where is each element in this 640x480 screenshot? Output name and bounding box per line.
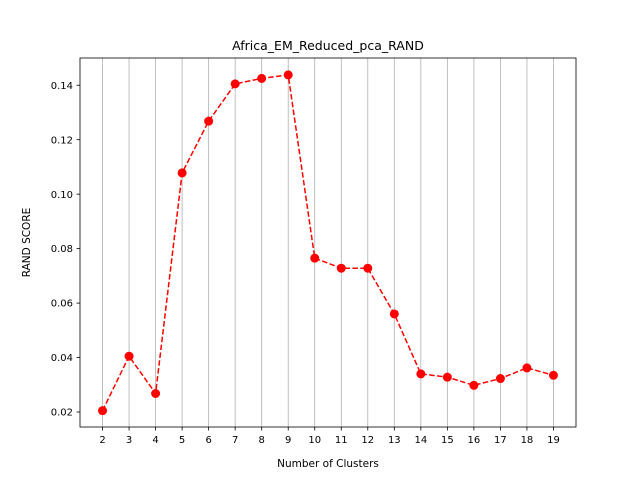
x-tick-label: 19: [547, 435, 560, 446]
data-point: [416, 369, 426, 379]
chart-title: Africa_EM_Reduced_pca_RAND: [232, 38, 424, 53]
data-point: [389, 309, 399, 319]
x-tick-label: 11: [335, 435, 348, 446]
x-tick-label: 18: [521, 435, 534, 446]
x-tick-label: 15: [441, 435, 454, 446]
data-point: [336, 263, 346, 273]
x-tick-label: 9: [285, 435, 291, 446]
data-point: [363, 263, 373, 273]
x-axis-ticks: 2 3 4 5 6 7 8 9 10 11 12 13 14 15 16 17 18 19: [99, 427, 560, 446]
data-point: [310, 253, 320, 263]
x-tick-label: 10: [308, 435, 321, 446]
data-point: [548, 370, 558, 380]
x-tick-label: 5: [179, 435, 185, 446]
y-tick-label: 0.14: [51, 81, 73, 92]
data-point: [469, 380, 479, 390]
x-tick-label: 7: [232, 435, 238, 446]
y-axis-ticks: 0.02 0.04 0.06 0.08 0.10 0.12 0.14: [51, 81, 80, 419]
data-point: [442, 372, 452, 382]
x-tick-label: 2: [99, 435, 105, 446]
data-point: [124, 351, 134, 361]
data-point: [177, 168, 187, 178]
x-tick-label: 8: [259, 435, 265, 446]
data-point: [98, 406, 108, 416]
y-tick-label: 0.04: [51, 353, 73, 364]
x-tick-label: 12: [361, 435, 374, 446]
x-tick-label: 3: [126, 435, 132, 446]
x-axis-title: Number of Clusters: [277, 458, 379, 470]
plot-frame: [79, 57, 577, 428]
data-point: [204, 116, 214, 126]
data-point: [283, 70, 293, 80]
series-line: [101, 74, 554, 411]
data-point: [151, 389, 161, 399]
data-point: [230, 79, 240, 89]
y-tick-label: 0.06: [51, 299, 73, 310]
x-tick-label: 17: [494, 435, 507, 446]
y-tick-label: 0.02: [51, 408, 73, 419]
y-tick-label: 0.08: [51, 244, 73, 255]
data-series: [98, 70, 558, 416]
data-point: [495, 374, 505, 384]
y-tick-label: 0.12: [51, 135, 73, 146]
x-tick-label: 4: [152, 435, 158, 446]
x-tick-label: 14: [414, 435, 427, 446]
grid-lines: [102, 58, 554, 427]
y-axis-title: RAND SCORE: [21, 208, 33, 278]
y-tick-label: 0.10: [51, 190, 73, 201]
x-tick-label: 6: [205, 435, 211, 446]
x-tick-label: 13: [388, 435, 401, 446]
data-point: [257, 73, 267, 83]
x-tick-label: 16: [468, 435, 481, 446]
data-point: [522, 363, 532, 373]
